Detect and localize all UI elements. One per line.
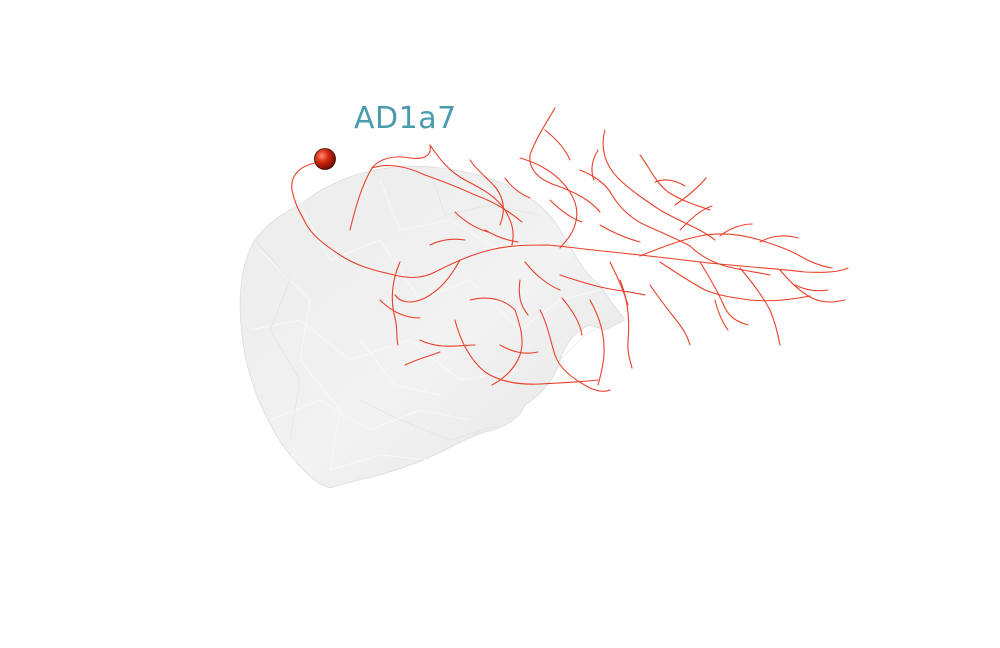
neuron-name-label: AD1a7	[354, 101, 457, 136]
neuron-skeleton	[291, 107, 849, 392]
brain-neuropil-mesh	[239, 165, 626, 489]
soma-sphere	[314, 148, 336, 170]
